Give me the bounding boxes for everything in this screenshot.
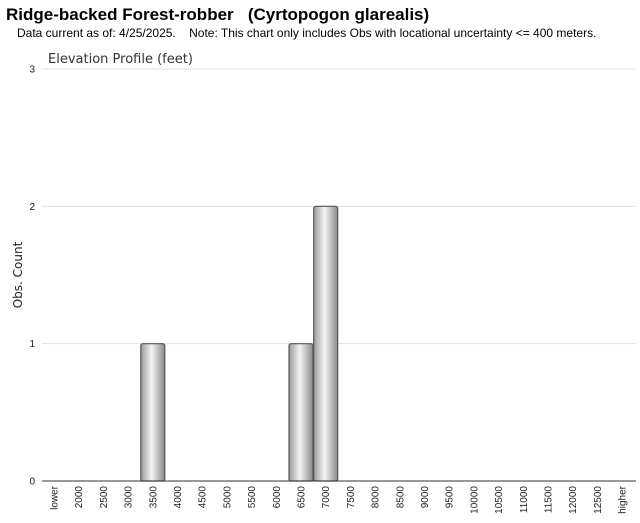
page-title: Ridge-backed Forest-robber (Cyrtopogon g…	[6, 5, 430, 24]
x-tick-label: 2000	[74, 486, 85, 509]
y-axis-label: Obs. Count	[11, 241, 25, 308]
x-tick-label: 5000	[222, 486, 233, 509]
x-tick-label: 6000	[272, 486, 283, 509]
x-tick-label: 11000	[519, 486, 530, 514]
x-tick-label: 5500	[247, 486, 258, 509]
x-tick-label: 3000	[124, 486, 135, 509]
x-tick-label: 8500	[395, 486, 406, 509]
x-tick-label: 2500	[99, 486, 110, 509]
x-tick-label: 12500	[593, 486, 604, 514]
chart-title: Elevation Profile (feet)	[48, 52, 193, 67]
x-tick-label: 10500	[494, 486, 505, 514]
x-tick-label: higher	[618, 485, 629, 513]
x-tick-label: 12000	[568, 486, 579, 514]
x-tick-label: 11500	[544, 486, 555, 514]
x-tick-label: 6500	[297, 486, 308, 509]
y-tick-label: 2	[29, 202, 35, 213]
bar	[288, 343, 314, 482]
x-tick-label: lower	[50, 485, 61, 510]
y-tick-label: 1	[29, 339, 35, 350]
x-tick-label: 8000	[371, 486, 382, 509]
y-tick-label: 3	[29, 65, 35, 76]
x-tick-label: 4000	[173, 486, 184, 509]
x-tick-label: 4500	[198, 486, 209, 509]
x-tick-label: 10000	[469, 486, 480, 514]
x-tick-label: 7000	[321, 486, 332, 509]
bar	[313, 205, 339, 482]
bar	[140, 343, 166, 482]
x-tick-label: 7500	[346, 486, 357, 509]
y-tick-label: 0	[29, 477, 35, 488]
x-tick-label: 9000	[420, 486, 431, 509]
data-note: Data current as of: 4/25/2025. Note: Thi…	[17, 26, 597, 40]
x-tick-label: 9500	[445, 486, 456, 509]
x-tick-label: 3500	[148, 486, 159, 509]
